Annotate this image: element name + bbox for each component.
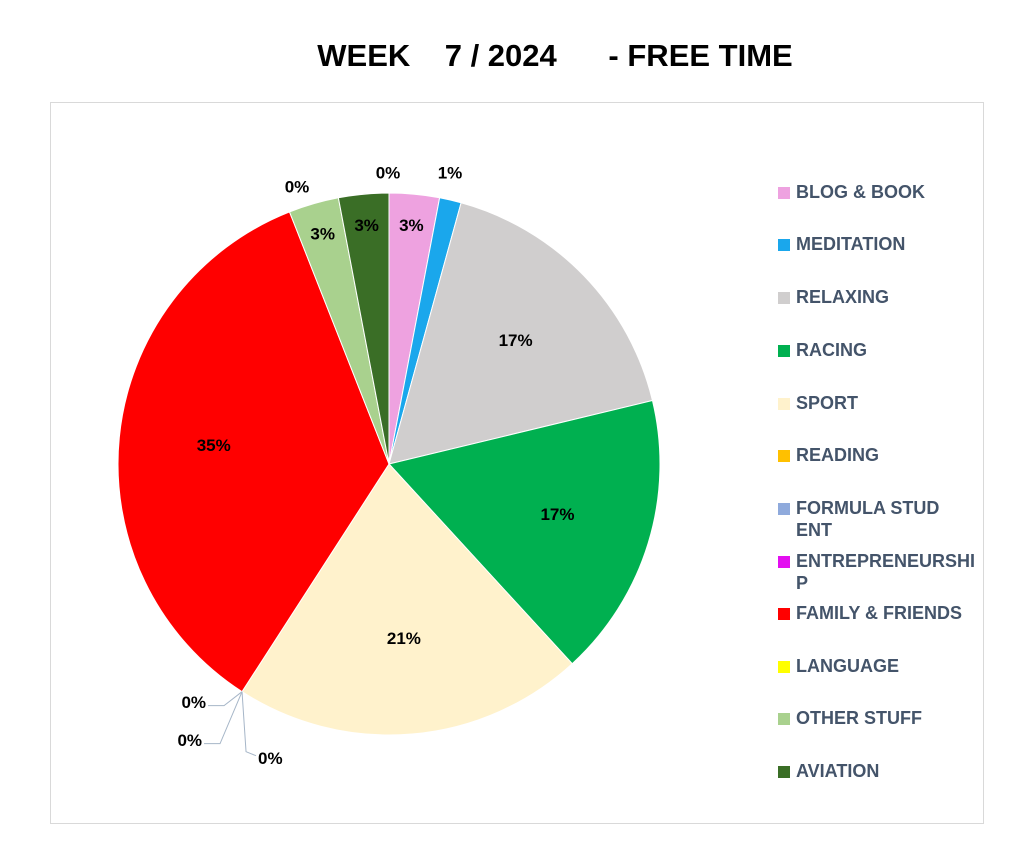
legend-swatch <box>778 556 790 568</box>
data-label-other-stuff: 3% <box>310 224 335 243</box>
legend-label: RELAXING <box>796 287 890 307</box>
data-label-racing: 17% <box>540 505 574 524</box>
chart-title: WEEK 7 / 2024 - FREE TIME <box>317 38 793 73</box>
leader-line-entrepreneurship <box>241 691 257 757</box>
legend-item-relaxing: RELAXING <box>778 286 986 308</box>
legend-swatch <box>778 503 790 515</box>
pie-slice-relaxing <box>388 202 654 465</box>
legend-label: SPORT <box>796 393 859 413</box>
legend-item-reading: READING <box>778 444 986 466</box>
legend-item-other-stuff: OTHER STUFF <box>778 707 986 729</box>
legend-swatch <box>778 239 790 251</box>
legend-label: AVIATION <box>796 761 880 781</box>
legend-swatch <box>778 398 790 410</box>
legend-label: OTHER STUFF <box>796 708 922 728</box>
data-label-meditation: 1% <box>438 163 463 182</box>
legend-item-blog-book: BLOG & BOOK <box>778 181 986 203</box>
leader-line-reading <box>208 691 243 707</box>
chart-area-border <box>50 102 984 824</box>
data-label-family-friends: 35% <box>197 436 231 455</box>
legend-label: LANGUAGE <box>796 656 899 676</box>
legend-swatch <box>778 345 790 357</box>
data-label-zero-top: 0% <box>376 163 401 182</box>
legend-swatch <box>778 661 790 673</box>
legend-item-racing: RACING <box>778 339 986 361</box>
legend-label: MEDITATION <box>796 234 906 254</box>
legend-swatch <box>778 187 790 199</box>
data-label-reading: 0% <box>181 693 206 712</box>
legend-swatch <box>778 608 790 620</box>
pie-slice-aviation <box>337 192 390 465</box>
leader-line-formula-student <box>204 691 243 745</box>
pie-slice-family-friends <box>117 211 390 693</box>
legend-swatch <box>778 450 790 462</box>
pie-slice-sport <box>241 463 573 736</box>
legend-label: ENTREPRENEURSHIP <box>796 551 976 593</box>
data-label-sport: 21% <box>387 629 421 648</box>
legend-item-language: LANGUAGE <box>778 655 986 677</box>
legend-item-aviation: AVIATION <box>778 760 986 782</box>
legend-label: FORMULA STUDENT <box>796 498 940 540</box>
data-label-entrepreneurship: 0% <box>258 749 283 768</box>
data-label-relaxing: 17% <box>499 331 533 350</box>
legend-item-entrepreneurship: ENTREPRENEURSHIP <box>778 550 981 594</box>
legend-item-formula-student: FORMULA STUDENT <box>778 497 946 541</box>
legend-item-sport: SPORT <box>778 392 986 414</box>
data-label-formula-student: 0% <box>177 731 202 750</box>
data-label-aviation: 3% <box>354 216 379 235</box>
legend-swatch <box>778 766 790 778</box>
legend-label: FAMILY & FRIENDS <box>796 603 963 623</box>
legend-swatch <box>778 292 790 304</box>
data-label-blog-book: 3% <box>399 216 424 235</box>
legend-item-family-friends: FAMILY & FRIENDS <box>778 602 986 624</box>
legend-swatch <box>778 713 790 725</box>
pie-slice-racing <box>388 399 661 665</box>
data-label-language: 0% <box>285 177 310 196</box>
legend-label: RACING <box>796 340 867 360</box>
legend-label: BLOG & BOOK <box>796 182 925 202</box>
legend-label: READING <box>796 445 880 465</box>
legend-item-meditation: MEDITATION <box>778 233 986 255</box>
